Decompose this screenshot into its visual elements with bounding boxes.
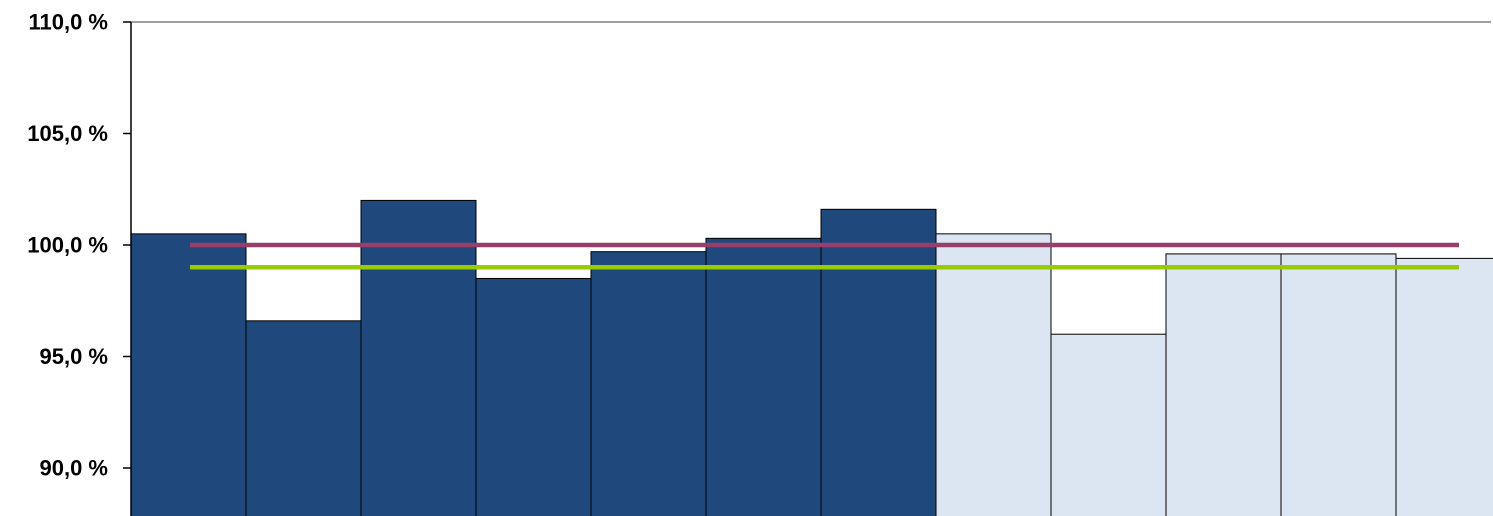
bar-9	[1050, 333, 1167, 516]
y-tick-label: 105,0 %	[27, 121, 108, 146]
axes-layer	[130, 21, 1491, 516]
bar-4	[475, 277, 592, 516]
bars-layer	[130, 199, 1493, 516]
bar-6	[705, 237, 822, 516]
bar-5	[590, 251, 707, 516]
bar-7	[820, 208, 937, 516]
y-tick-label: 100,0 %	[27, 233, 108, 258]
bar-11	[1280, 253, 1397, 516]
y-tick-label: 110,0 %	[28, 10, 108, 35]
y-tick-label: 95,0 %	[40, 344, 109, 369]
bar-8	[935, 233, 1052, 516]
bar-10	[1165, 253, 1282, 516]
reference-lines-layer	[190, 242, 1459, 270]
bar-3	[360, 199, 477, 516]
bar-1	[130, 233, 247, 516]
y-axis-ticks: 90,0 % 95,0 % 100,0 % 105,0 % 110,0 %	[27, 10, 131, 481]
y-tick-label: 90,0 %	[40, 456, 109, 481]
bar-12	[1395, 257, 1493, 516]
bar-2	[245, 320, 362, 516]
